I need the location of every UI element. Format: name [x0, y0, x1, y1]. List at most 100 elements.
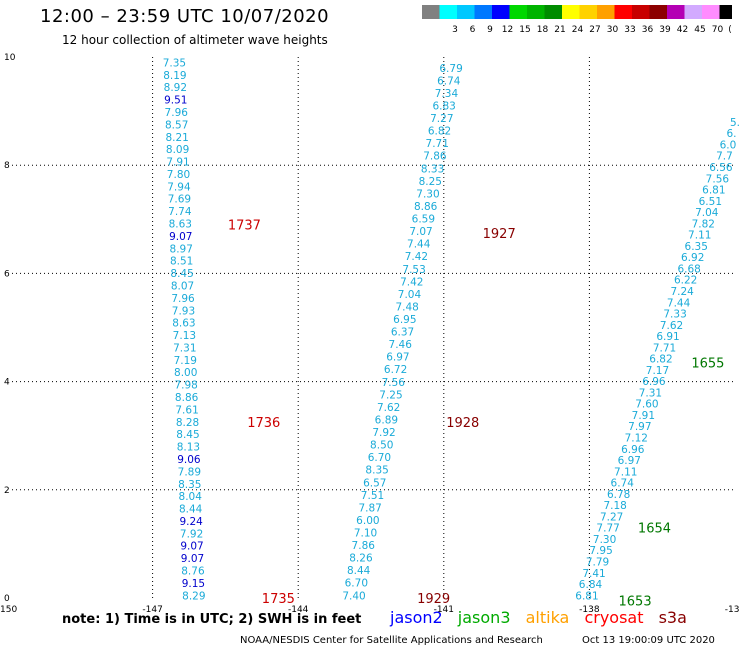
wave-height-value: 7.10	[354, 528, 377, 540]
wave-height-value: 8.07	[171, 280, 194, 292]
wave-height-value: 9.15	[182, 578, 205, 590]
wave-height-value: 7.82	[692, 218, 715, 230]
wave-height-value: 6.74	[437, 75, 461, 87]
wave-height-value: 8.33	[421, 163, 444, 175]
x-tick-label: -150	[0, 605, 17, 615]
scale-swatch	[509, 5, 527, 19]
wave-height-value: 8.57	[165, 119, 188, 131]
mission-cryosat: cryosat	[584, 608, 644, 627]
scale-swatch	[719, 5, 732, 19]
wave-height-value: 7.31	[639, 387, 662, 399]
wave-height-value: 7.12	[625, 433, 648, 445]
scale-label: 9	[487, 25, 493, 35]
scale-swatch	[422, 5, 440, 19]
wave-height-value: 7.42	[400, 276, 423, 288]
mission-jason3: jason3	[457, 608, 511, 627]
wave-height-value: 8.09	[166, 144, 189, 156]
wave-height-value: 7.18	[603, 500, 626, 512]
y-tick-label: 0	[4, 594, 10, 604]
y-tick-label: 6	[4, 269, 10, 279]
pass-time-label: 1653	[619, 595, 652, 610]
wave-height-value: 7.7	[716, 151, 733, 163]
wave-height-value: 7.74	[168, 206, 192, 218]
x-tick-label: -147	[142, 605, 162, 615]
scale-swatch	[544, 5, 562, 19]
wave-height-value: 8.00	[174, 367, 197, 379]
wave-height-value: 7.87	[358, 502, 381, 514]
wave-height-value: 6.68	[677, 263, 700, 275]
wave-height-value: 8.51	[170, 256, 193, 268]
x-tick-label: -144	[288, 605, 309, 615]
pass-time-label: 1737	[228, 219, 261, 234]
wave-height-value: 7.04	[695, 207, 719, 219]
scale-label: 39	[659, 25, 671, 35]
wave-height-value: 8.50	[370, 440, 393, 452]
mission-legend: jason2 jason3 altika cryosat s3a	[390, 608, 697, 627]
scale-label: 12	[502, 25, 513, 35]
wave-height-value: 7.04	[398, 289, 422, 301]
credit-line: NOAA/NESDIS Center for Satellite Applica…	[240, 635, 543, 646]
y-tick-label: 4	[4, 378, 10, 388]
wave-height-value: 8.44	[347, 565, 371, 577]
wave-height-value: 6.57	[363, 477, 386, 489]
wave-height-value: 7.27	[430, 113, 453, 125]
units-note: note: 1) Time is in UTC; 2) SWH is in fe…	[62, 612, 362, 627]
wave-height-value: 7.31	[173, 342, 196, 354]
wave-height-value: 7.94	[167, 181, 191, 193]
mission-jason2: jason2	[390, 608, 443, 627]
chart-subtitle: 12 hour collection of altimeter wave hei…	[62, 33, 328, 47]
wave-height-value: 9.07	[169, 231, 192, 243]
wave-height-value: 8.35	[365, 465, 388, 477]
mission-altika: altika	[525, 608, 570, 627]
wave-height-value: 7.69	[168, 194, 191, 206]
wave-height-value: 7.86	[423, 151, 447, 163]
wave-height-value: 9.24	[179, 516, 203, 528]
wave-height-value: 7.92	[180, 528, 203, 540]
wave-height-value: 7.91	[632, 410, 655, 422]
wave-height-value: 5.	[730, 117, 740, 129]
wave-height-value: 7.34	[435, 88, 459, 100]
wave-height-value: 7.07	[409, 226, 432, 238]
wave-height-value: 7.51	[361, 490, 384, 502]
wave-height-value: 7.40	[342, 590, 365, 602]
wave-height-value: 7.33	[663, 309, 686, 321]
scale-label: 21	[554, 25, 565, 35]
y-tick-label: 10	[4, 53, 16, 63]
pass-time-label: 1655	[691, 357, 724, 372]
wave-height-value: 6.	[726, 128, 736, 140]
wave-height-value: 7.19	[174, 355, 197, 367]
scale-label: 45	[694, 25, 705, 35]
wave-height-value: 7.53	[402, 264, 425, 276]
wave-height-value: 7.46	[389, 339, 413, 351]
wave-height-value: 6.84	[579, 579, 603, 591]
wave-height-value: 8.63	[172, 318, 195, 330]
x-tick-label: -138	[579, 605, 600, 615]
wave-height-value: 7.86	[352, 540, 376, 552]
wave-height-value: 7.91	[166, 157, 189, 169]
scale-label: 70	[712, 25, 724, 35]
wave-height-value: 7.79	[586, 556, 609, 568]
wave-height-value: 7.13	[173, 330, 196, 342]
wave-height-value: 8.86	[414, 201, 438, 213]
pass-time-label: 1735	[262, 592, 295, 607]
pass-time-label: 1928	[446, 416, 479, 431]
wave-height-value: 7.62	[660, 320, 683, 332]
wave-height-value: 6.81	[702, 185, 725, 197]
wave-height-value: 7.56	[382, 377, 406, 389]
wave-height-value: 7.48	[395, 301, 418, 313]
scale-swatch	[632, 5, 650, 19]
wave-height-value: 7.17	[646, 365, 669, 377]
wave-height-value: 7.61	[175, 404, 198, 416]
wave-height-value: 9.51	[164, 95, 187, 107]
wave-height-value: 7.96	[165, 107, 189, 119]
x-tick-label: -135	[725, 605, 740, 615]
scale-swatch	[684, 5, 702, 19]
wave-height-value: 6.97	[618, 455, 641, 467]
wave-height-value: 8.76	[181, 566, 205, 578]
wave-height-value: 7.89	[178, 466, 201, 478]
wave-height-value: 8.35	[178, 479, 201, 491]
wave-height-value: 6.51	[699, 196, 722, 208]
wave-height-value: 7.92	[372, 427, 395, 439]
chart-title: 12:00 – 23:59 UTC 10/07/2020	[40, 6, 330, 27]
